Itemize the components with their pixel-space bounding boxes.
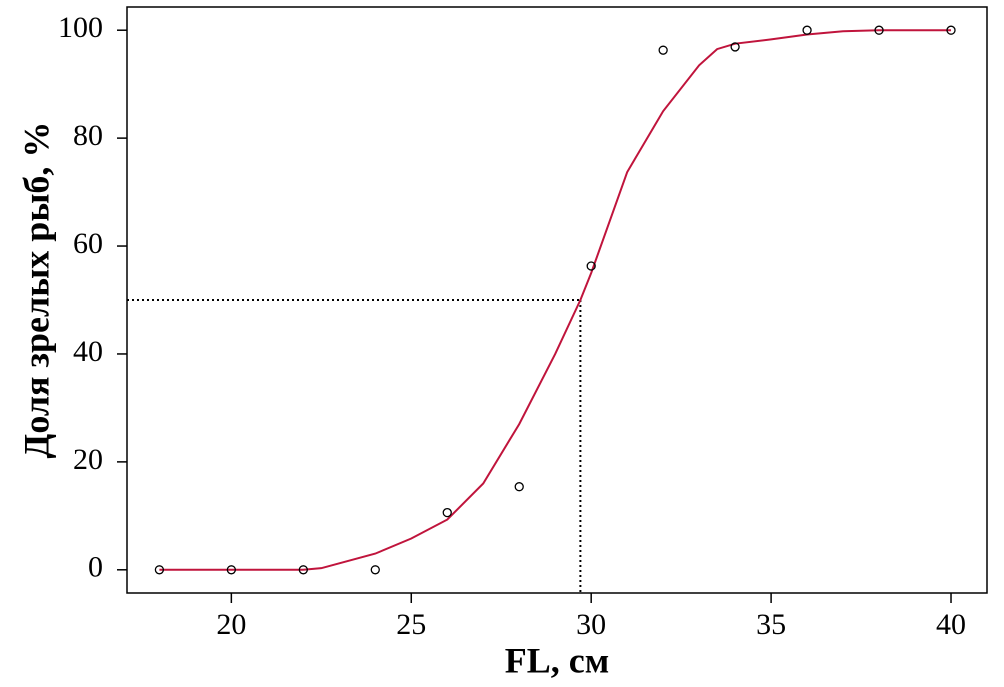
data-point [802,25,812,35]
x-tick-label: 25 [396,608,426,641]
y-tick-label: 80 [73,119,103,152]
y-tick-label: 60 [73,227,103,260]
x-tick-label: 30 [576,608,606,641]
data-point [586,261,596,271]
y-tick-label: 40 [73,335,103,368]
data-point [658,45,668,55]
data-point [874,25,884,35]
x-tick-label: 20 [216,608,246,641]
y-tick-label: 20 [73,443,103,476]
y-tick-label: 0 [88,551,103,584]
data-point [442,507,452,518]
x-tick-label: 35 [756,608,786,641]
data-point [370,565,380,575]
fitted-curve [159,29,952,571]
y-tick-label: 100 [58,11,103,44]
data-point [226,565,237,575]
data-point [154,565,165,575]
data-point [298,565,308,575]
data-point [946,25,956,35]
data-point [730,42,740,52]
y-axis-label: Доля зрелых рыб, % [16,122,56,459]
x-axis-label: FL, см [505,640,610,680]
data-point [514,482,524,492]
x-tick-label: 40 [936,608,966,641]
